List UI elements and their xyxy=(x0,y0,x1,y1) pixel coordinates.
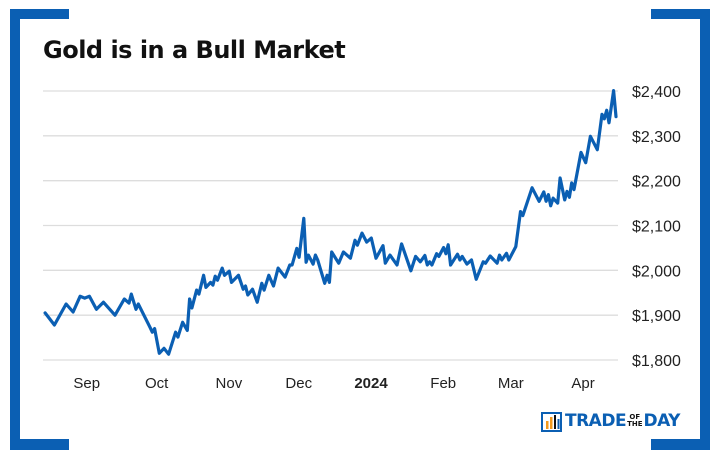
trade-of-the-day-logo: TRADE OF THE DAY xyxy=(541,410,680,432)
x-tick-label: Nov xyxy=(216,375,243,392)
logo-text-of-the: OF THE xyxy=(627,414,642,428)
y-tick-label: $1,900 xyxy=(632,308,681,325)
x-tick-label: 2024 xyxy=(354,375,388,392)
y-tick-label: $2,300 xyxy=(632,129,681,146)
gold-price-line xyxy=(43,89,618,356)
frame-top-right-horizontal xyxy=(651,9,710,19)
y-tick-label: $2,200 xyxy=(632,174,681,191)
logo-text-day: DAY xyxy=(643,411,681,431)
y-tick-label: $2,000 xyxy=(632,263,681,280)
bar-chart-icon xyxy=(541,412,562,432)
x-tick-label: Apr xyxy=(571,375,594,392)
x-tick-label: Mar xyxy=(498,375,524,392)
x-tick-label: Feb xyxy=(430,375,456,392)
x-tick-label: Sep xyxy=(73,375,100,392)
logo-text-trade: TRADE xyxy=(565,411,627,431)
logo-text-of: OF xyxy=(629,413,641,421)
x-tick-label: Oct xyxy=(145,375,169,392)
frame-left-vertical xyxy=(10,9,20,450)
y-tick-label: $2,100 xyxy=(632,219,681,236)
y-tick-label: $2,400 xyxy=(632,84,681,101)
logo-text-the: THE xyxy=(627,420,643,428)
frame-top-left-horizontal xyxy=(10,9,69,19)
x-tick-label: Dec xyxy=(285,375,312,392)
y-tick-label: $1,800 xyxy=(632,353,681,370)
frame-right-vertical xyxy=(700,9,710,450)
frame-bottom-left-horizontal xyxy=(10,439,69,450)
chart-title: Gold is in a Bull Market xyxy=(43,36,346,64)
frame-bottom-right-horizontal xyxy=(651,439,710,450)
